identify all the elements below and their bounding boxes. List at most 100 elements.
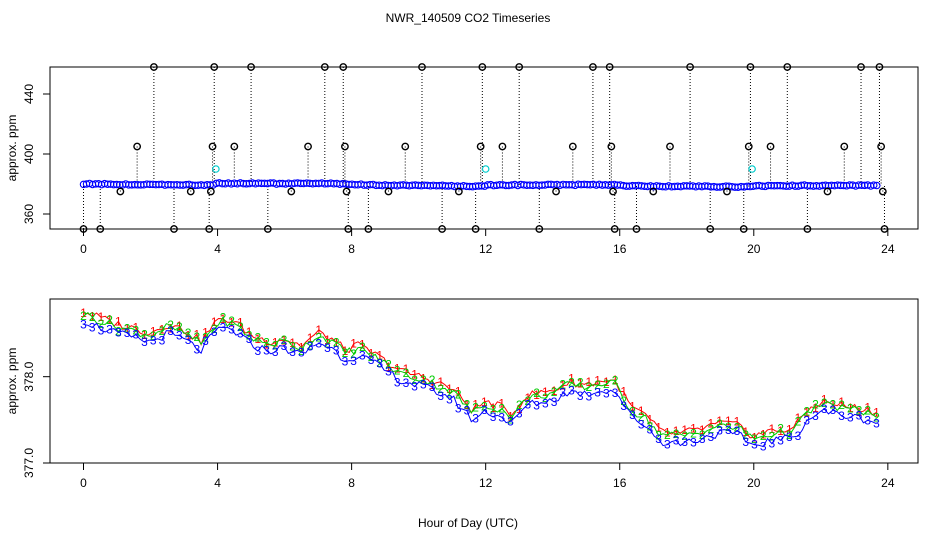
series-marker-2: 2: [333, 335, 340, 349]
flagged-point: [208, 142, 217, 151]
series-marker-2: 2: [176, 320, 183, 334]
series-marker-2: 2: [298, 344, 305, 358]
series-marker-2: 2: [777, 422, 784, 436]
series-marker-2: 2: [647, 420, 654, 434]
series-marker-2: 2: [516, 398, 523, 412]
series-marker-2: 2: [498, 402, 505, 416]
sample-point: [870, 181, 878, 189]
series-marker-3: 3: [167, 324, 174, 338]
series-marker-3: 3: [533, 399, 540, 413]
y-tick-label: 360: [22, 204, 36, 224]
series-marker-1: 1: [420, 371, 427, 385]
flagged-point: [247, 63, 255, 71]
series-marker-2: 2: [612, 373, 619, 387]
flagged-point: [706, 225, 715, 233]
series-marker-1: 1: [403, 362, 410, 376]
flagged-point: [210, 63, 219, 71]
series-marker-3: 3: [681, 435, 688, 449]
series-marker-3: 3: [568, 384, 575, 398]
series-marker-2: 2: [429, 373, 436, 387]
series-marker-2: 2: [864, 404, 871, 418]
flagged-point: [438, 225, 447, 233]
series-marker-2: 2: [586, 380, 593, 394]
flagged-point: [170, 225, 178, 233]
series-marker-1: 1: [690, 422, 697, 436]
series-marker-2: 2: [150, 329, 157, 343]
top-panel-plot-area: [79, 63, 889, 233]
series-marker-3: 3: [525, 397, 532, 411]
series-marker-3: 3: [873, 417, 880, 431]
series-marker-3: 3: [220, 321, 227, 335]
flagged-point: [364, 225, 373, 233]
series-marker-3: 3: [263, 344, 270, 358]
x-tick-label: 20: [747, 476, 761, 490]
series-marker-1: 1: [551, 384, 558, 398]
flagged-point: [304, 142, 312, 151]
flagged-point: [607, 142, 616, 151]
flagged-point: [589, 63, 597, 71]
top-panel-axes: 0 4 8 12 16 20 24 360 400 440: [22, 84, 895, 256]
series-marker-2: 2: [115, 324, 122, 338]
series-marker-2: 2: [455, 388, 462, 402]
series-marker-3: 3: [812, 409, 819, 423]
series-marker-2: 2: [751, 432, 758, 446]
series-marker-2: 2: [690, 427, 697, 441]
series-marker-1: 1: [446, 382, 453, 396]
series-marker-2: 2: [708, 422, 715, 436]
series-marker-3: 3: [150, 333, 157, 347]
series-marker-3: 3: [838, 409, 845, 423]
flagged-point: [79, 225, 88, 233]
series-marker-3: 3: [359, 349, 366, 363]
series-marker-1: 1: [516, 402, 523, 416]
x-tick-label: 0: [80, 242, 87, 256]
flagged-point: [568, 142, 577, 151]
series-marker-3: 3: [254, 344, 261, 358]
series-marker-2: 2: [272, 339, 279, 353]
series-marker-1: 1: [786, 423, 793, 437]
series-marker-2: 2: [446, 386, 453, 400]
series-marker-2: 2: [324, 337, 331, 351]
flagged-point: [205, 225, 214, 233]
series-marker-2: 2: [307, 338, 314, 352]
series-marker-1: 1: [228, 315, 235, 329]
series-marker-2: 2: [281, 333, 288, 347]
series-marker-1: 1: [586, 375, 593, 389]
reference-point: [748, 165, 756, 173]
series-marker-1: 1: [742, 425, 749, 439]
series-marker-1: 1: [525, 391, 532, 405]
series-marker-3: 3: [159, 333, 166, 347]
series-marker-3: 3: [542, 396, 549, 410]
series-marker-2: 2: [821, 396, 828, 410]
flagged-point: [116, 187, 125, 196]
flagged-point: [384, 187, 393, 196]
series-marker-2: 2: [542, 391, 549, 405]
series-marker-3: 3: [612, 386, 619, 400]
series-marker-2: 2: [289, 340, 296, 354]
series-marker-3: 3: [716, 423, 723, 437]
series-marker-3: 3: [403, 376, 410, 390]
series-marker-3: 3: [455, 401, 462, 415]
x-tick-label: 16: [613, 242, 627, 256]
series-marker-2: 2: [559, 377, 566, 391]
series-marker-2: 2: [638, 410, 645, 424]
series-marker-2: 2: [420, 373, 427, 387]
flagged-point: [666, 142, 674, 151]
series-marker-3: 3: [176, 328, 183, 342]
series-marker-2: 2: [394, 364, 401, 378]
series-marker-3: 3: [333, 344, 340, 358]
series-marker-1: 1: [812, 401, 819, 415]
series-marker-2: 2: [664, 428, 671, 442]
series-marker-3: 3: [472, 412, 479, 426]
series-marker-2: 2: [359, 340, 366, 354]
series-marker-3: 3: [760, 440, 767, 454]
series-marker-2: 2: [98, 317, 105, 331]
series-marker-2: 2: [403, 366, 410, 380]
flagged-point: [823, 187, 832, 196]
top-panel-frame: [49, 66, 919, 230]
series-marker-1: 1: [167, 321, 174, 335]
series-marker-3: 3: [795, 429, 802, 443]
y-tick-label: 377.0: [22, 448, 36, 478]
series-marker-3: 3: [830, 403, 837, 417]
series-marker-1: 1: [272, 335, 279, 349]
